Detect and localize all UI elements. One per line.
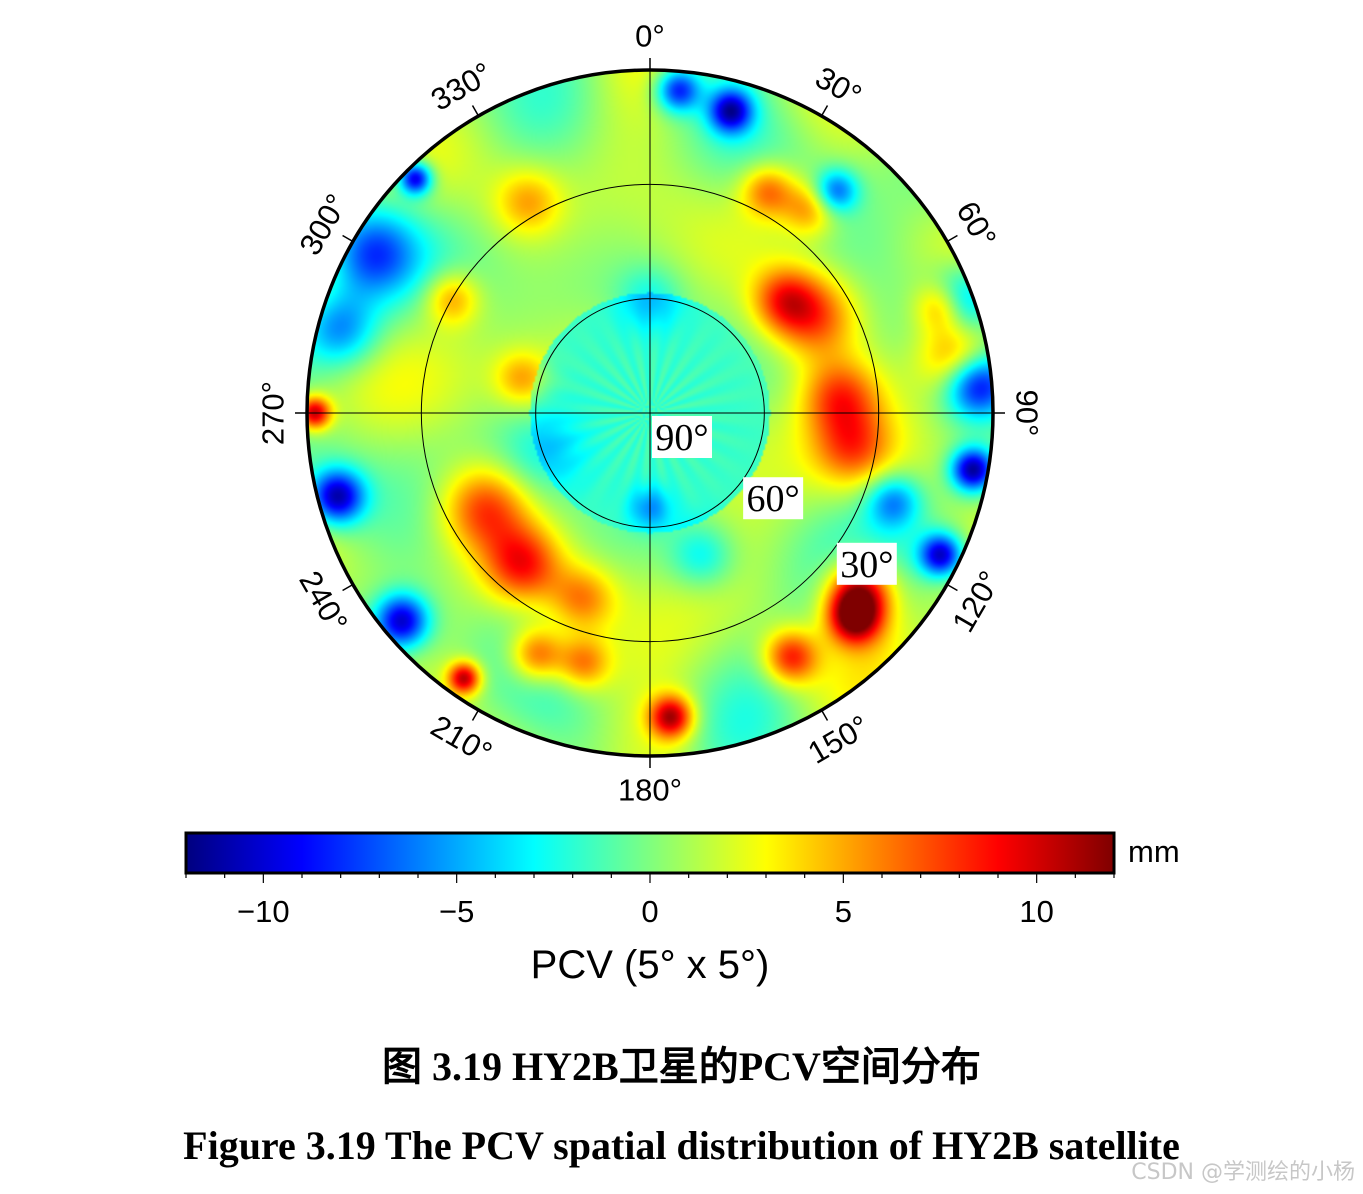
pcv-polar-chart: 0° 30° 60° 90° 120° 150° 180° 210° 240° 270° 300° 3… [184, 19, 1180, 987]
caption-english: Figure 3.19 The PCV spatial distribution… [183, 1123, 1180, 1168]
angular-label-90: 90° [1010, 390, 1045, 437]
colorbar-ticks: −10 −5 0 5 10 [185, 873, 1115, 929]
angular-label-240: 240° [292, 565, 354, 638]
angular-label-270: 270° [256, 381, 291, 445]
angular-label-60: 60° [950, 195, 1004, 253]
colorbar: −10 −5 0 5 10 mm PCV (5° x 5°) [184, 831, 1180, 987]
angular-label-210: 210° [425, 708, 498, 770]
angular-label-30: 30° [809, 60, 867, 114]
radial-label-box-90 [652, 416, 712, 458]
colorbar-tick-label-5: 5 [835, 894, 852, 929]
angular-label-120: 120° [945, 565, 1007, 638]
radial-label-30: 30° [840, 544, 893, 586]
colorbar-gradient [184, 831, 1116, 875]
angular-tick-210 [471, 709, 480, 721]
angular-tick-150 [820, 709, 829, 721]
angular-tick-60 [946, 234, 958, 243]
angular-label-0: 0° [635, 19, 665, 54]
radial-label-box-30 [836, 542, 897, 585]
angular-tick-240 [342, 583, 354, 592]
radial-label-60: 60° [747, 478, 800, 520]
radial-label-box-60 [743, 477, 804, 520]
colorbar-tick-label--10: −10 [237, 894, 290, 929]
colorbar-tick-label-10: 10 [1019, 894, 1053, 929]
angular-label-180: 180° [618, 773, 682, 808]
pcv-polar-figure: 0° 30° 60° 90° 120° 150° 180° 210° 240° 270° 300° 3… [184, 19, 1180, 987]
watermark: CSDN @学测绘的小杨 [1131, 1160, 1355, 1185]
angular-label-330: 330° [425, 55, 498, 117]
angular-label-300: 300° [292, 188, 354, 261]
angular-label-150: 150° [802, 708, 875, 770]
colorbar-unit: mm [1128, 834, 1180, 869]
angular-tick-330 [471, 105, 480, 117]
colorbar-tick-label-0: 0 [641, 894, 658, 929]
angular-tick-300 [342, 234, 354, 243]
caption-chinese: 图 3.19 HY2B卫星的PCV空间分布 [382, 1044, 981, 1089]
radial-label-90: 90° [655, 417, 708, 459]
radial-labels: 90° 60° 30° [652, 416, 897, 586]
colorbar-tick-label--5: −5 [439, 894, 474, 929]
angular-tick-120 [946, 583, 958, 592]
angular-tick-30 [820, 105, 829, 117]
colorbar-label: PCV (5° x 5°) [531, 943, 770, 987]
